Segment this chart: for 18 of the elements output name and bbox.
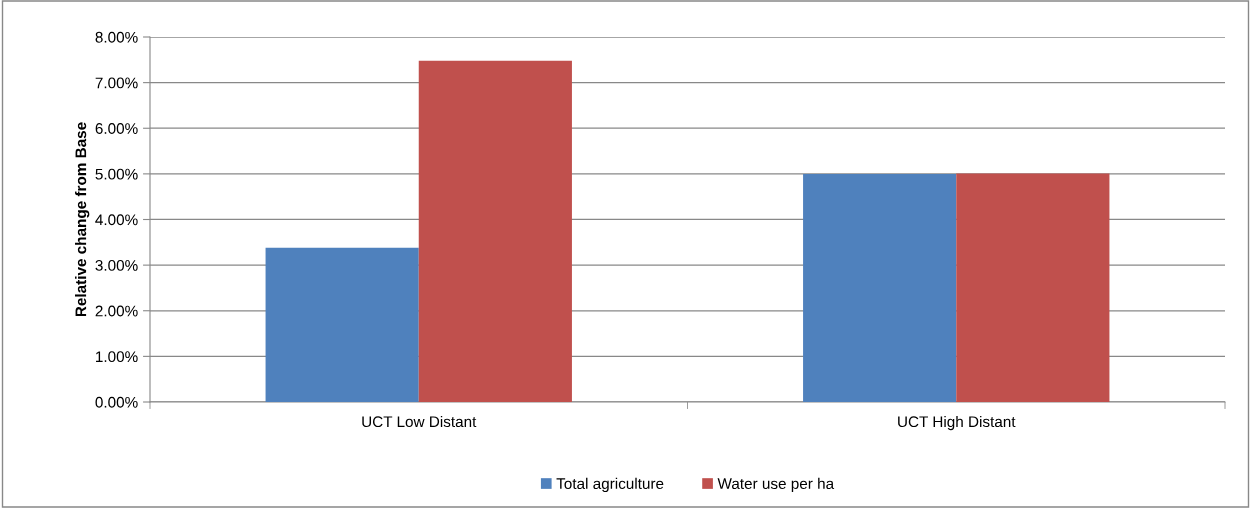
- y-tick-label: 6.00%: [95, 123, 138, 134]
- bar: [265, 247, 419, 402]
- x-tick-label: UCT High Distant: [898, 415, 1016, 431]
- y-tick-label: 1.00%: [96, 351, 138, 363]
- y-tick-label: 0.00%: [95, 396, 138, 408]
- y-tick-label: 4.00%: [95, 214, 138, 226]
- bar: [418, 60, 572, 402]
- y-tick-label: 5.00%: [95, 168, 138, 180]
- y-tick-label: 7.00%: [95, 77, 138, 89]
- y-tick-label: 8.00%: [95, 31, 138, 43]
- legend-label: Water use per ha: [717, 477, 835, 493]
- bar: [956, 173, 1110, 402]
- x-tick-label: UCT Low Distant: [362, 415, 477, 428]
- y-tick-label: 3.00%: [95, 259, 138, 271]
- bar: [803, 173, 957, 402]
- y-tick-label: 2.00%: [95, 305, 138, 317]
- legend-label: Total agriculture: [556, 477, 664, 493]
- y-axis-title: Relative change from Base: [75, 122, 90, 317]
